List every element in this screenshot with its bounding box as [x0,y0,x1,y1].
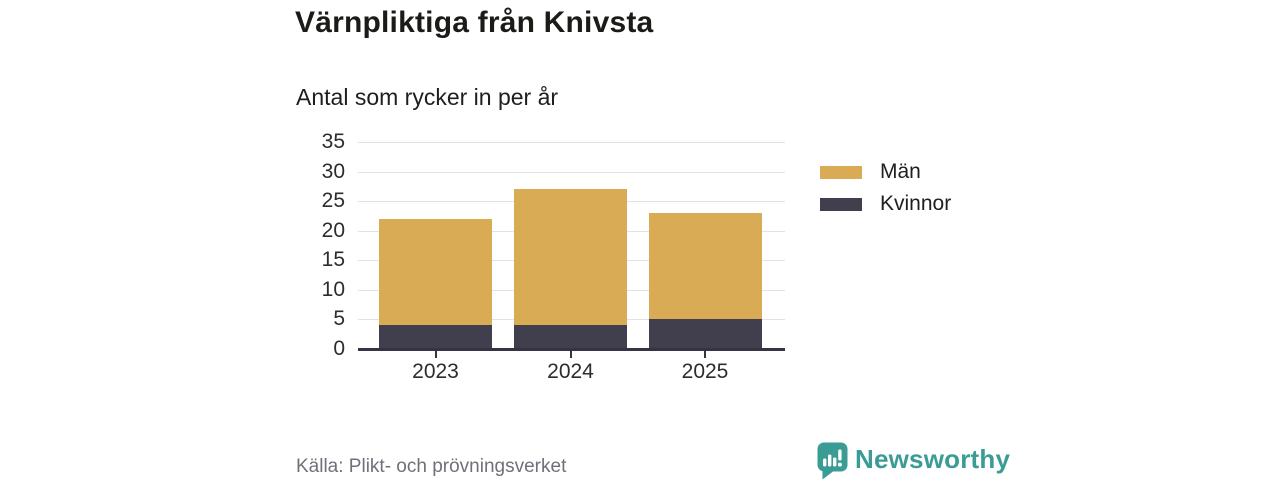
bar-segment-kvinnor-2023 [379,325,492,349]
gridline-35 [358,142,785,143]
chart-legend: Män Kvinnor [820,160,951,224]
newsworthy-brand: Newsworthy [817,442,1010,480]
x-axis-label-2023: 2023 [412,360,459,383]
y-axis-label-15: 15 [321,248,345,272]
y-axis-label-25: 25 [321,189,345,213]
x-tick-2025 [704,351,706,358]
legend-swatch-men [820,165,862,179]
chart-title: Värnpliktiga från Knivsta [295,6,654,39]
y-axis-label-35: 35 [321,130,345,153]
legend-item-men: Män [820,160,951,184]
source-note: Källa: Plikt- och prövningsverket [296,456,567,477]
gridline-30 [358,171,785,173]
newsworthy-wordmark: Newsworthy [855,444,1011,474]
y-axis-label-30: 30 [321,159,345,183]
legend-label-men: Män [880,160,921,183]
legend-item-women: Kvinnor [820,192,951,216]
x-axis-line [358,348,785,351]
bar-segment-män-2023 [379,218,492,326]
x-tick-2023 [434,351,437,358]
legend-swatch-women [820,197,862,211]
y-axis-label-5: 5 [333,307,345,331]
chart-subtitle: Antal som rycker in per år [296,84,559,110]
bar-segment-män-2025 [648,212,762,320]
bar-segment-män-2024 [514,189,627,326]
y-axis-label-10: 10 [321,277,345,301]
x-tick-2024 [569,351,572,358]
bar-segment-kvinnor-2025 [648,319,762,349]
y-axis-label-0: 0 [333,337,345,360]
bar-segment-kvinnor-2024 [514,325,627,349]
y-axis-label-20: 20 [321,218,345,242]
x-axis-label-2024: 2024 [547,360,594,383]
newsworthy-logo-icon [817,442,848,480]
x-axis-label-2025: 2025 [681,360,729,383]
legend-label-women: Kvinnor [880,192,952,215]
